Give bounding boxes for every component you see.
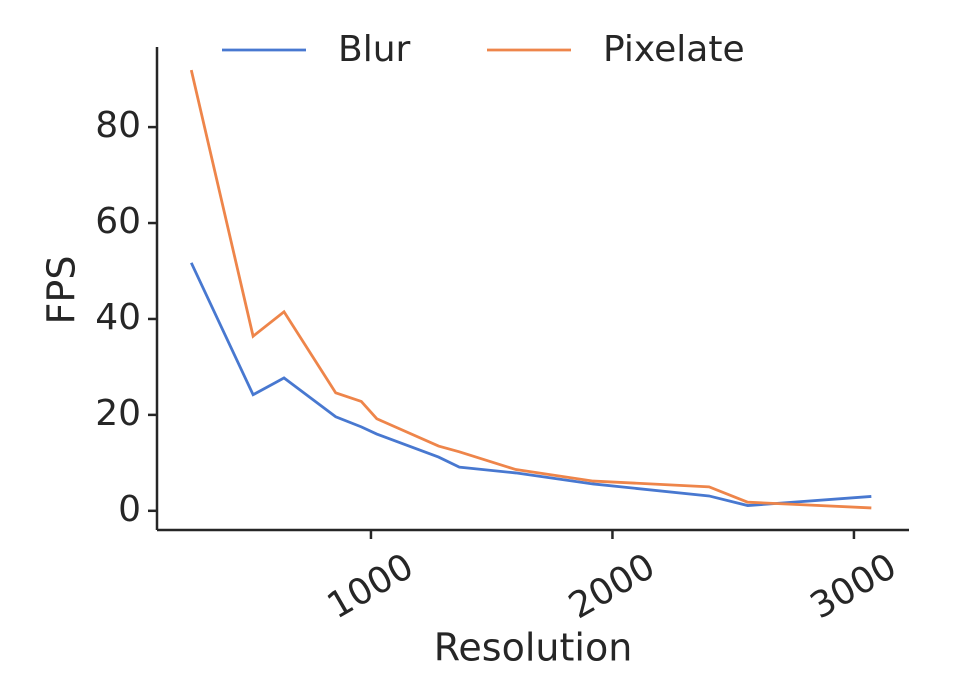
y-tick-label: 20	[95, 393, 141, 434]
x-axis-label: Resolution	[434, 626, 633, 670]
y-tick-label: 0	[118, 489, 141, 530]
y-tick-label: 60	[95, 201, 141, 242]
y-axis-label: FPS	[40, 256, 84, 325]
legend-label: Pixelate	[603, 29, 745, 70]
line-series	[190, 262, 872, 507]
x-tick-label: 2000	[562, 546, 662, 627]
x-tick-label: 1000	[321, 546, 421, 627]
y-tick-label: 40	[95, 297, 141, 338]
x-tick-label: 3000	[804, 546, 904, 627]
y-tick-label: 80	[95, 105, 141, 146]
line-series	[189, 69, 872, 510]
legend-label: Blur	[338, 29, 411, 70]
